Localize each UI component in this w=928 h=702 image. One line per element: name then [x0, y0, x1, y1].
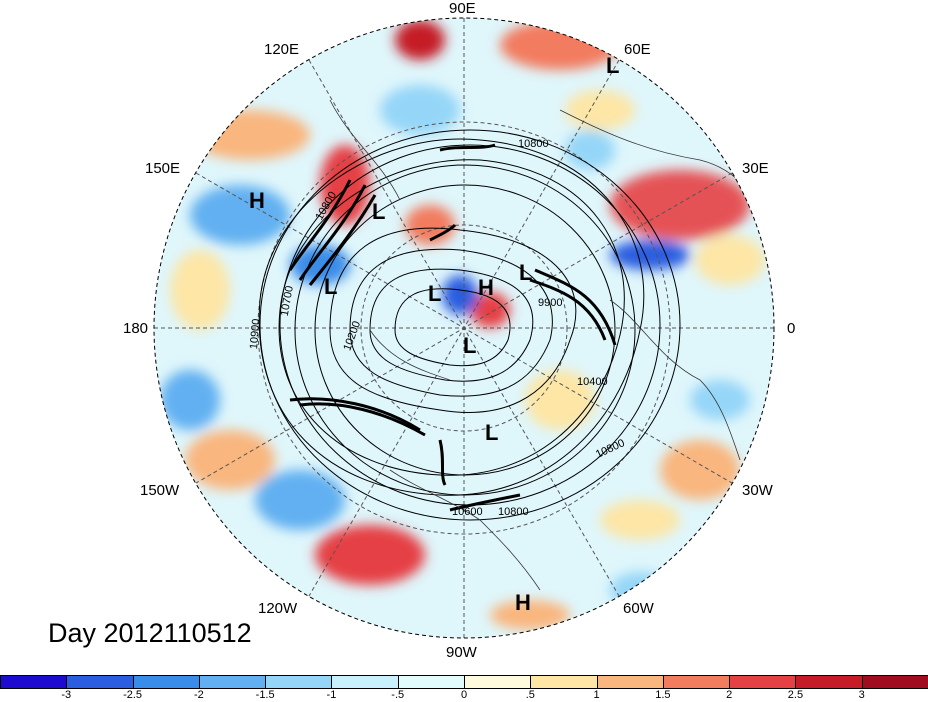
colorbar-tick-label: 0 [460, 689, 468, 701]
colorbar [0, 675, 928, 689]
colorbar-cell [66, 676, 133, 688]
contour-label: 10800 [518, 138, 549, 150]
colorbar-cell [198, 676, 266, 688]
colorbar-tick-label: -2 [193, 689, 204, 701]
colorbar-cell [795, 676, 862, 688]
low-center: L [372, 199, 386, 224]
jet-contours [288, 143, 617, 512]
colorbar-cell [0, 676, 67, 688]
colorbar-tick-label: 1.5 [655, 689, 671, 701]
lon-label-150e: 150E [145, 160, 181, 177]
colorbar-tick-label: 2.5 [787, 689, 804, 701]
colorbar-tick-label: -3 [61, 689, 72, 701]
low-center: L [519, 260, 533, 285]
polar-map [153, 17, 775, 639]
colorbar-cell [265, 676, 332, 688]
colorbar-tick-label: 2 [726, 689, 733, 701]
low-center: L [463, 333, 477, 358]
colorbar-cell [132, 676, 199, 688]
lon-label-180: 180 [123, 320, 149, 337]
low-center: L [428, 281, 442, 306]
lon-label-60e: 60E [624, 41, 651, 58]
low-center: L [324, 274, 338, 299]
contour-label: 9900 [538, 297, 563, 309]
lon-label-60w: 60W [623, 600, 654, 617]
anomaly-field [160, 20, 765, 630]
contour-label: 10800 [498, 506, 529, 518]
height-contours [258, 129, 681, 521]
contour-label: 10600 [452, 506, 483, 518]
high-center: H [478, 275, 494, 300]
colorbar-tick-label: 3 [858, 689, 865, 701]
low-center: L [485, 420, 499, 445]
colorbar-tick-label: -2.5 [123, 689, 143, 701]
contour-label: 10400 [577, 376, 608, 388]
colorbar-tick-label: -.5 [391, 689, 405, 701]
colorbar-tick-label: -1.5 [255, 689, 275, 701]
colorbar-tick-label: -1 [326, 689, 337, 701]
colorbar-cell [397, 676, 464, 688]
colorbar-cell [662, 676, 730, 688]
colorbar-cell [463, 676, 531, 688]
day-label: Day 2012110512 [48, 618, 252, 648]
lon-label-120e: 120E [264, 41, 300, 58]
lon-label-30w: 30W [742, 482, 773, 499]
lon-label-0: 0 [787, 320, 796, 337]
colorbar-tick-label: 1 [593, 689, 600, 701]
lon-label-30e: 30E [742, 160, 769, 177]
lon-label-90e: 90E [449, 0, 476, 17]
colorbar-cell [861, 676, 928, 688]
low-center: L [606, 53, 620, 78]
colorbar-cell [729, 676, 796, 688]
colorbar-cell [596, 676, 663, 688]
lon-label-150w: 150W [140, 482, 180, 499]
graticule [154, 18, 774, 638]
colorbar-cell [331, 676, 398, 688]
lon-label-90w: 90W [446, 644, 477, 661]
high-center: H [249, 188, 265, 213]
colorbar-cell [530, 676, 597, 688]
lon-label-120w: 120W [258, 600, 298, 617]
colorbar-tick-label: .5 [525, 689, 535, 701]
high-center: H [515, 590, 531, 615]
